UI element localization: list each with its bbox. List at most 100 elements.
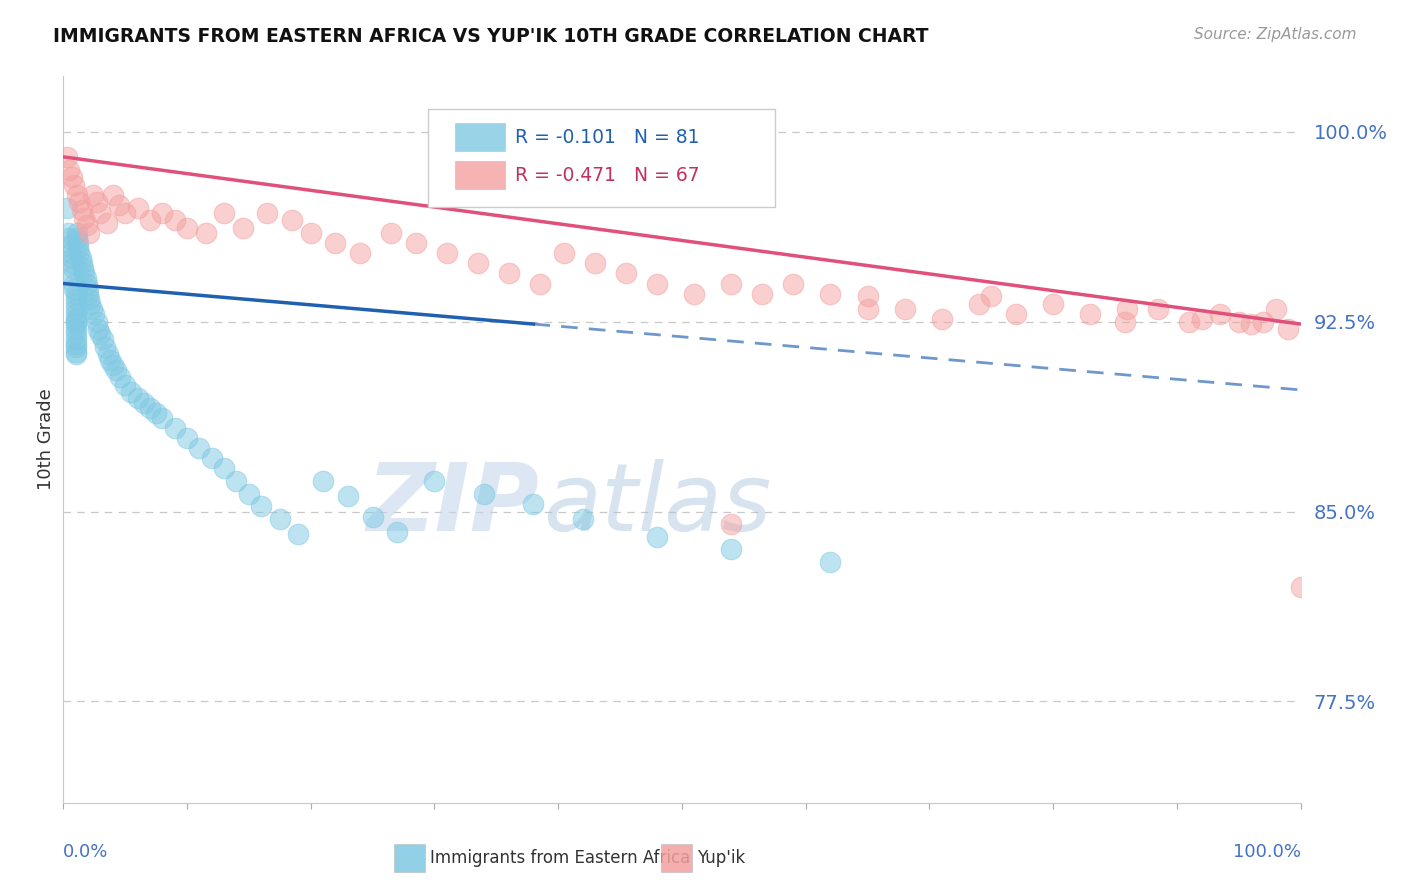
Point	[645, 277, 668, 291]
Point	[1191, 312, 1213, 326]
Point	[63, 277, 86, 291]
Point	[89, 327, 111, 342]
Point	[176, 431, 198, 445]
Point	[59, 246, 82, 260]
Point	[63, 282, 86, 296]
Text: IMMIGRANTS FROM EASTERN AFRICA VS YUP'IK 10TH GRADE CORRELATION CHART: IMMIGRANTS FROM EASTERN AFRICA VS YUP'IK…	[53, 27, 929, 45]
Point	[77, 282, 100, 296]
Point	[980, 289, 1002, 303]
Point	[212, 205, 235, 219]
Point	[1289, 581, 1312, 595]
Point	[65, 312, 87, 326]
Text: Yup'ik: Yup'ik	[697, 849, 745, 867]
Point	[967, 297, 990, 311]
Point	[176, 220, 198, 235]
Point	[225, 474, 247, 488]
Text: R = -0.471   N = 67: R = -0.471 N = 67	[515, 166, 700, 185]
Point	[683, 286, 706, 301]
Point	[361, 509, 384, 524]
Point	[423, 474, 446, 488]
Point	[65, 314, 87, 328]
Point	[1078, 307, 1101, 321]
Point	[269, 512, 291, 526]
Point	[931, 312, 953, 326]
Point	[56, 201, 79, 215]
Point	[1042, 297, 1064, 311]
Point	[1240, 317, 1263, 331]
Point	[287, 527, 309, 541]
Point	[65, 301, 87, 316]
Point	[751, 286, 773, 301]
Point	[1277, 322, 1299, 336]
Point	[194, 226, 217, 240]
Point	[1264, 301, 1286, 316]
Point	[188, 441, 211, 455]
Text: Immigrants from Eastern Africa: Immigrants from Eastern Africa	[430, 849, 690, 867]
Point	[67, 246, 90, 260]
Point	[67, 235, 90, 250]
Point	[73, 211, 96, 225]
Point	[720, 517, 742, 532]
Point	[614, 266, 637, 280]
Point	[82, 187, 104, 202]
Point	[820, 555, 842, 569]
Point	[163, 213, 186, 227]
Point	[69, 251, 91, 265]
Point	[139, 401, 162, 415]
Point	[67, 241, 90, 255]
Point	[132, 395, 155, 409]
Point	[60, 251, 83, 265]
Point	[553, 246, 575, 260]
Point	[65, 337, 87, 351]
Bar	[456, 161, 505, 188]
Text: 0.0%: 0.0%	[63, 843, 108, 861]
Point	[65, 307, 87, 321]
Point	[70, 203, 93, 218]
Point	[645, 530, 668, 544]
Point	[72, 261, 94, 276]
Point	[91, 332, 114, 346]
Point	[70, 256, 93, 270]
Point	[62, 268, 84, 283]
Point	[1005, 307, 1028, 321]
Point	[108, 370, 131, 384]
Point	[312, 474, 335, 488]
Point	[114, 205, 136, 219]
Point	[89, 205, 111, 219]
Point	[720, 542, 742, 557]
Point	[529, 277, 551, 291]
Point	[299, 226, 322, 240]
Point	[1147, 301, 1170, 316]
Point	[1114, 314, 1136, 328]
Point	[405, 235, 427, 250]
Point	[1227, 314, 1250, 328]
Point	[73, 266, 96, 280]
Point	[58, 226, 80, 240]
Point	[127, 391, 149, 405]
Point	[720, 277, 742, 291]
Point	[76, 277, 98, 291]
Point	[139, 213, 162, 227]
Point	[856, 289, 879, 303]
Point	[1209, 307, 1232, 321]
Point	[58, 162, 80, 177]
Point	[65, 332, 87, 346]
Point	[65, 347, 87, 361]
Point	[1253, 314, 1275, 328]
Point	[87, 322, 110, 336]
Point	[472, 487, 495, 501]
Point	[97, 347, 120, 361]
Point	[212, 461, 235, 475]
Point	[66, 187, 89, 202]
Point	[60, 170, 83, 185]
Point	[498, 266, 520, 280]
Point	[893, 301, 915, 316]
Point	[56, 150, 79, 164]
Point	[65, 322, 87, 336]
Point	[77, 286, 100, 301]
Point	[127, 201, 149, 215]
Point	[101, 187, 124, 202]
Point	[856, 301, 879, 316]
Point	[114, 377, 136, 392]
Point	[63, 178, 86, 192]
